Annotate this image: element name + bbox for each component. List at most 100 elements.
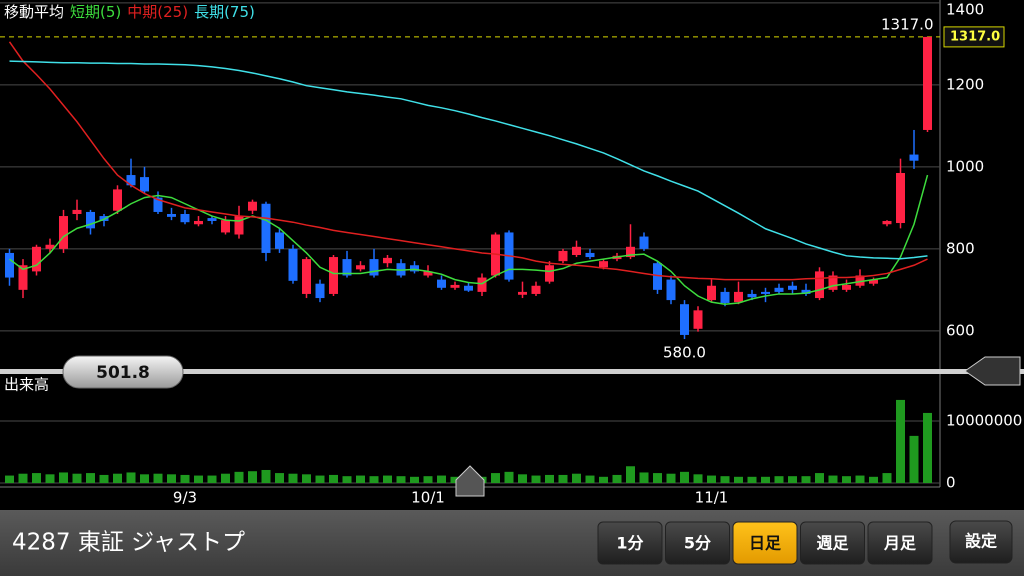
volume-bar [599,476,608,483]
period-button[interactable] [732,521,798,565]
settings-label: 設定 [965,532,997,551]
candle-body [329,257,338,294]
volume-bar [369,476,379,483]
candle-body [126,175,136,186]
volume-bar [315,475,325,483]
y-tick-label: 1000 [946,157,984,175]
scroll-handle[interactable] [455,465,485,497]
candle-body [842,284,851,290]
divider-value: 501.8 [96,363,150,383]
volume-bar [653,473,662,483]
volume-bar [707,475,716,483]
candle-body [801,289,811,294]
volume-bar [180,474,190,483]
volume-bar [423,476,433,483]
panel-title: 出来高 [4,376,49,394]
ma-line [9,174,929,305]
volume-bar [234,471,244,483]
volume-bar [32,473,41,483]
candle-body [815,271,824,299]
candle-body [653,263,662,290]
candle-body [720,291,730,303]
candle-body [909,154,919,161]
volume-bar [72,473,82,483]
candle-body [5,252,14,278]
candle-body [153,197,163,212]
y-tick-label: 600 [946,321,975,339]
legend: 移動平均 短期(5) 中期(25) 長期(75) [4,3,255,21]
candle-body [572,246,581,255]
volume-bar [5,475,14,483]
candle-body [194,220,203,225]
period-button[interactable] [665,521,730,565]
legend-entry: 中期(25) [127,3,188,21]
volume-bar [86,473,95,483]
period-label: 日足 [749,534,782,553]
candle-body [437,279,446,288]
volume-bar [545,474,554,483]
volume-bar [491,473,500,483]
candle-body [275,232,284,249]
candle-body [18,265,28,290]
volume-bar [801,476,811,483]
candle-body [491,234,500,276]
volume-bar [261,469,271,483]
volume-bar [207,475,217,483]
candle-body [302,259,311,294]
volume-bar [572,473,581,483]
volume-bar [882,473,892,483]
volume-bar [99,474,109,483]
candle-body [221,220,230,233]
volume-bar [774,476,784,483]
period-button[interactable] [867,521,933,565]
settings-button[interactable] [949,520,1013,564]
candle-body [734,291,743,303]
volume-bar [693,474,703,483]
volume-bar [140,474,149,483]
candle-body [423,271,433,276]
last-price-label: 1317.0 [950,29,1000,44]
panel-divider[interactable] [0,369,1024,374]
candle-body [477,277,487,292]
period-button[interactable] [800,521,865,565]
candle-body [923,36,932,130]
candle-body [396,263,406,276]
x-tick-label: 11/1 [695,489,729,507]
candle-body [261,203,271,253]
candle-body [531,285,541,294]
volume-bar [761,476,770,483]
volume-bar [531,475,541,483]
divider-handle[interactable] [62,355,184,389]
candle-body [140,177,149,192]
volume-bar [113,473,122,483]
candle-body [680,304,689,335]
candle-body [410,265,419,272]
y-tick-label: 0 [946,474,956,492]
volume-bar [842,476,851,483]
candle-body [207,218,217,221]
candle-body [383,257,392,264]
y-tick-label: 1400 [946,1,984,19]
volume-bar [680,471,689,483]
x-tick-label: 9/3 [173,489,197,507]
volume-bar [855,475,865,483]
x-tick-label: 10/1 [411,489,445,507]
volume-bar [342,476,352,483]
period-label: 週足 [816,534,849,553]
candle-body [869,279,878,284]
divider-arrow[interactable] [964,356,1021,386]
volume-bar [329,474,338,483]
candle-body [558,250,568,262]
candle-body [167,214,176,217]
volume-bar [126,472,136,483]
candle-body [666,279,676,301]
period-button[interactable] [597,521,663,565]
candle-body [369,259,379,276]
volume-bar [828,475,838,483]
legend-entry: 短期(5) [70,3,121,21]
candle-body [86,211,95,229]
legend-entry: 移動平均 [4,3,64,21]
candle-body [585,252,595,258]
volume-bar [396,476,406,483]
